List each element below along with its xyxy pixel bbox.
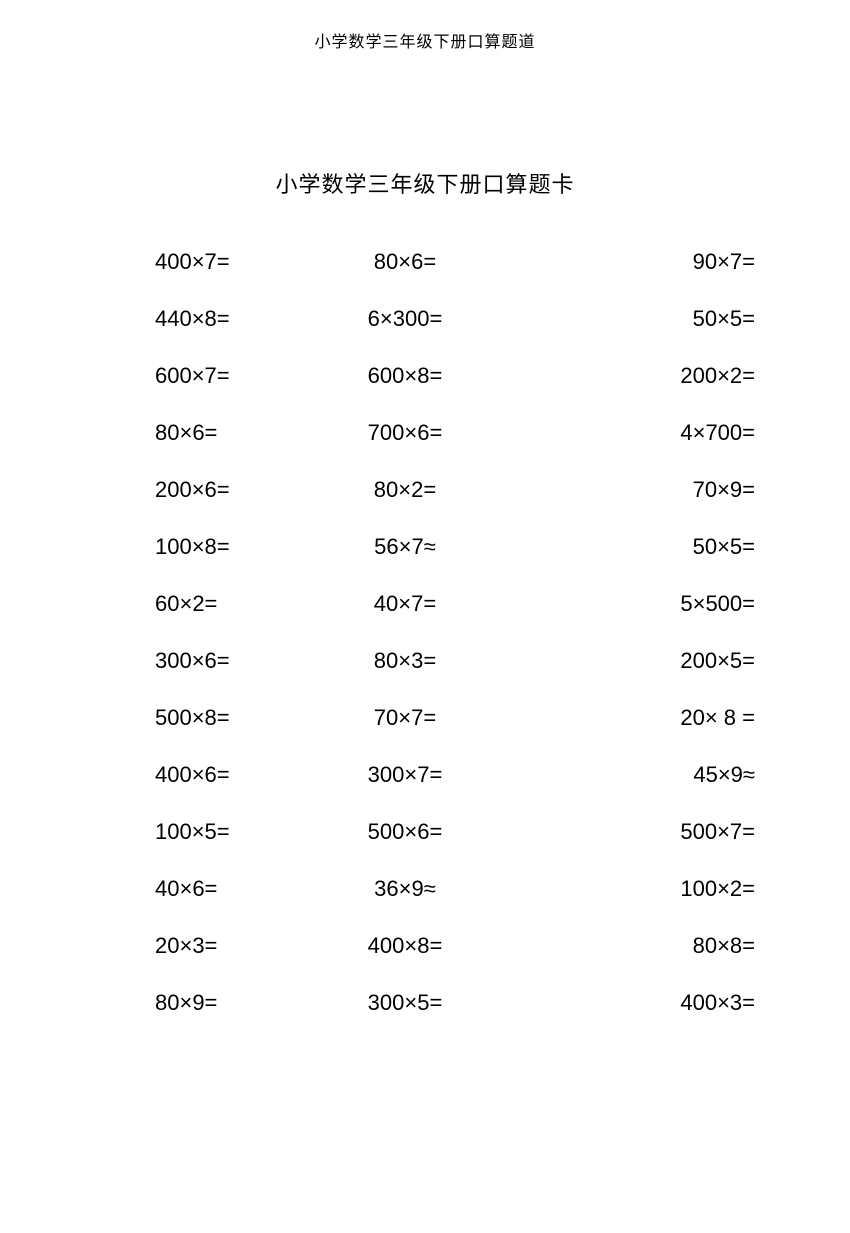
problem-cell: 600×7= bbox=[155, 363, 265, 389]
problem-cell: 40×6= bbox=[155, 876, 265, 902]
problem-cell: 400×3= bbox=[545, 990, 755, 1016]
problem-cell: 200×5= bbox=[545, 648, 755, 674]
table-row: 80×9= 300×5= 400×3= bbox=[155, 990, 765, 1016]
problem-cell: 6×300= bbox=[265, 306, 545, 332]
problem-cell: 56×7≈ bbox=[265, 534, 545, 560]
problem-cell: 400×6= bbox=[155, 762, 265, 788]
problem-cell: 70×7= bbox=[265, 705, 545, 731]
table-row: 60×2= 40×7= 5×500= bbox=[155, 591, 765, 617]
problem-cell: 100×2= bbox=[545, 876, 755, 902]
problem-cell: 36×9≈ bbox=[265, 876, 545, 902]
problem-cell: 100×8= bbox=[155, 534, 265, 560]
problems-table: 400×7= 80×6= 90×7= 440×8= 6×300= 50×5= 6… bbox=[0, 249, 850, 1016]
table-row: 400×6= 300×7= 45×9≈ bbox=[155, 762, 765, 788]
main-title: 小学数学三年级下册口算题卡 bbox=[0, 167, 850, 199]
problem-cell: 80×6= bbox=[155, 420, 265, 446]
table-row: 500×8= 70×7= 20× 8 = bbox=[155, 705, 765, 731]
problem-cell: 300×5= bbox=[265, 990, 545, 1016]
problem-cell: 45×9≈ bbox=[545, 762, 755, 788]
table-row: 400×7= 80×6= 90×7= bbox=[155, 249, 765, 275]
problem-cell: 300×6= bbox=[155, 648, 265, 674]
problem-cell: 80×8= bbox=[545, 933, 755, 959]
problem-cell: 700×6= bbox=[265, 420, 545, 446]
problem-cell: 80×9= bbox=[155, 990, 265, 1016]
table-row: 40×6= 36×9≈ 100×2= bbox=[155, 876, 765, 902]
table-row: 440×8= 6×300= 50×5= bbox=[155, 306, 765, 332]
problem-cell: 300×7= bbox=[265, 762, 545, 788]
table-row: 100×8= 56×7≈ 50×5= bbox=[155, 534, 765, 560]
header-title: 小学数学三年级下册口算题道 bbox=[0, 0, 850, 52]
problem-cell: 20×3= bbox=[155, 933, 265, 959]
problem-cell: 500×8= bbox=[155, 705, 265, 731]
problem-cell: 70×9= bbox=[545, 477, 755, 503]
problem-cell: 80×2= bbox=[265, 477, 545, 503]
problem-cell: 80×6= bbox=[265, 249, 545, 275]
table-row: 200×6= 80×2= 70×9= bbox=[155, 477, 765, 503]
table-row: 80×6= 700×6= 4×700= bbox=[155, 420, 765, 446]
problem-cell: 4×700= bbox=[545, 420, 755, 446]
problem-cell: 20× 8 = bbox=[545, 705, 755, 731]
problem-cell: 600×8= bbox=[265, 363, 545, 389]
problem-cell: 50×5= bbox=[545, 534, 755, 560]
problem-cell: 80×3= bbox=[265, 648, 545, 674]
problem-cell: 200×2= bbox=[545, 363, 755, 389]
table-row: 600×7= 600×8= 200×2= bbox=[155, 363, 765, 389]
problem-cell: 90×7= bbox=[545, 249, 755, 275]
table-row: 100×5= 500×6= 500×7= bbox=[155, 819, 765, 845]
table-row: 20×3= 400×8= 80×8= bbox=[155, 933, 765, 959]
problem-cell: 400×8= bbox=[265, 933, 545, 959]
problem-cell: 50×5= bbox=[545, 306, 755, 332]
problem-cell: 60×2= bbox=[155, 591, 265, 617]
problem-cell: 5×500= bbox=[545, 591, 755, 617]
table-row: 300×6= 80×3= 200×5= bbox=[155, 648, 765, 674]
problem-cell: 500×7= bbox=[545, 819, 755, 845]
problem-cell: 200×6= bbox=[155, 477, 265, 503]
problem-cell: 400×7= bbox=[155, 249, 265, 275]
problem-cell: 500×6= bbox=[265, 819, 545, 845]
problem-cell: 40×7= bbox=[265, 591, 545, 617]
problem-cell: 100×5= bbox=[155, 819, 265, 845]
problem-cell: 440×8= bbox=[155, 306, 265, 332]
